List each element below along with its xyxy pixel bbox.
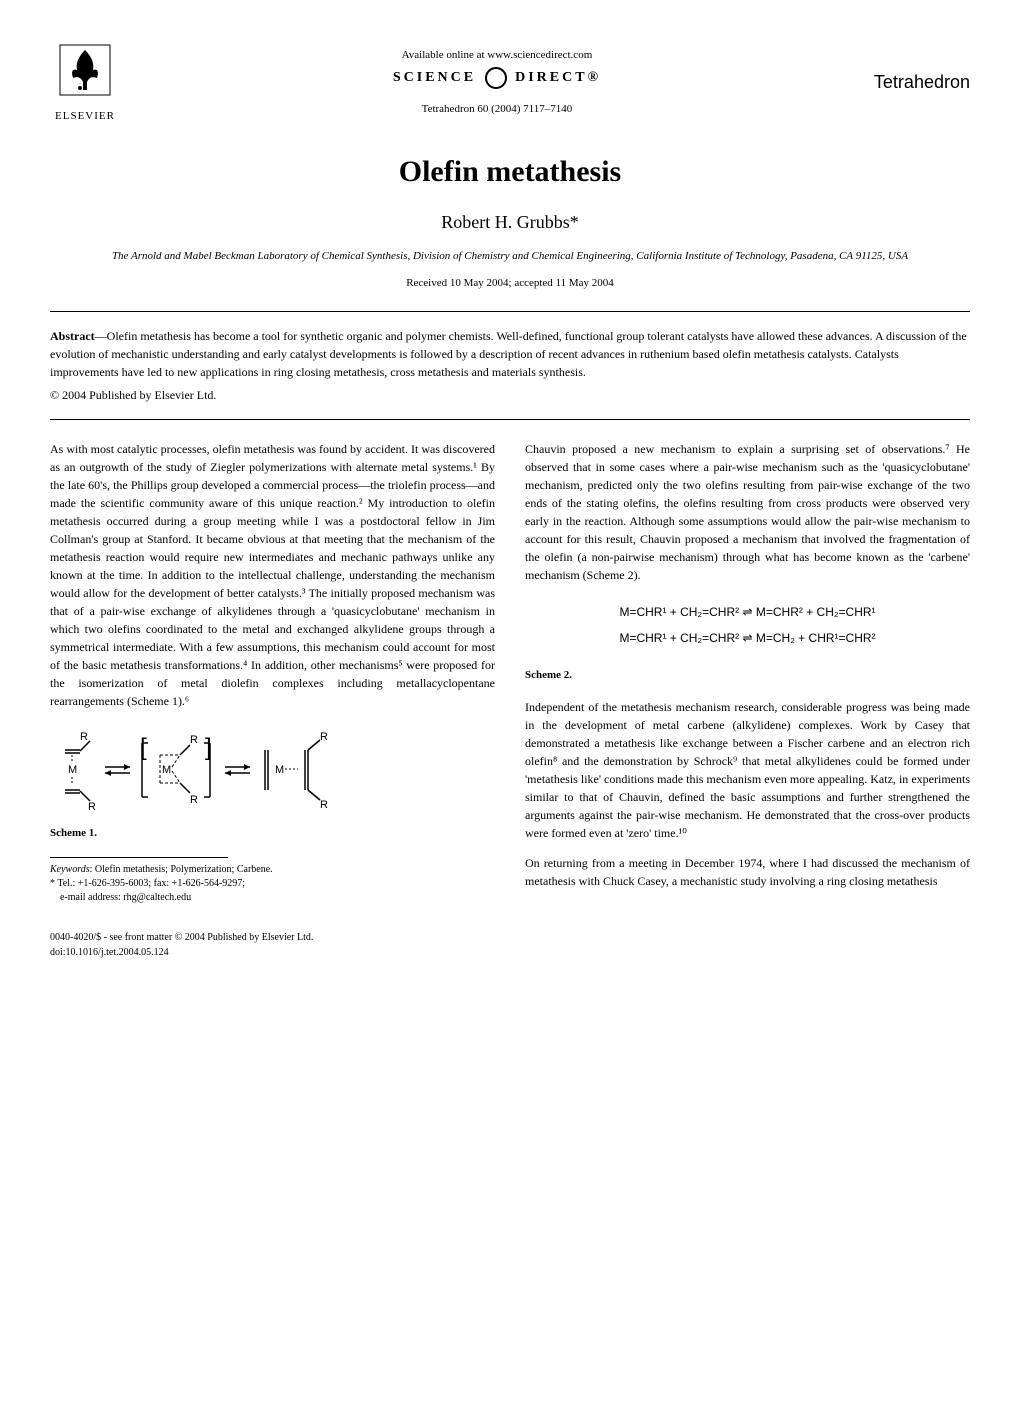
author-name: Robert H. Grubbs* — [50, 209, 970, 236]
abstract-text: —Olefin metathesis has become a tool for… — [50, 329, 967, 379]
doi-text: doi:10.1016/j.tet.2004.05.124 — [50, 945, 495, 960]
journal-name: Tetrahedron — [874, 69, 970, 96]
elsevier-logo: ELSEVIER — [50, 40, 120, 124]
keywords-label: Keywords — [50, 864, 90, 875]
doi-section: 0040-4020/$ - see front matter © 2004 Pu… — [50, 930, 495, 960]
header-row: ELSEVIER Available online at www.science… — [50, 40, 970, 124]
front-matter-line: 0040-4020/$ - see front matter © 2004 Pu… — [50, 930, 495, 945]
svg-text:M: M — [275, 764, 284, 776]
body-paragraph: Independent of the metathesis mechanism … — [525, 698, 970, 842]
header-center: Available online at www.sciencedirect.co… — [120, 47, 874, 117]
column-left: As with most catalytic processes, olefin… — [50, 440, 495, 960]
footnotes: Keywords: Olefin metathesis; Polymerizat… — [50, 863, 495, 905]
scheme-2-equations: M=CHR¹ + CH₂=CHR² ⇌ M=CHR² + CH₂=CHR¹ M=… — [525, 599, 970, 652]
svg-text:R: R — [190, 734, 198, 746]
scheme-1-figure: R M R [ ] — [50, 725, 495, 820]
body-paragraph: As with most catalytic processes, olefin… — [50, 440, 495, 710]
footnote-divider — [50, 857, 228, 858]
keywords-line: Keywords: Olefin metathesis; Polymerizat… — [50, 863, 495, 877]
two-column-body: As with most catalytic processes, olefin… — [50, 440, 970, 960]
column-right: Chauvin proposed a new mechanism to expl… — [525, 440, 970, 960]
svg-text:M: M — [68, 764, 77, 776]
available-online-text: Available online at www.sciencedirect.co… — [120, 47, 874, 64]
keywords-text: : Olefin metathesis; Polymerization; Car… — [90, 864, 273, 875]
compass-icon — [485, 67, 507, 89]
email-line: e-mail address: rhg@caltech.edu — [60, 891, 495, 905]
article-dates: Received 10 May 2004; accepted 11 May 20… — [50, 275, 970, 292]
svg-text:R: R — [88, 801, 96, 813]
svg-text:R: R — [320, 799, 328, 811]
journal-reference: Tetrahedron 60 (2004) 7117–7140 — [120, 101, 874, 118]
scheme-2-equation-2: M=CHR¹ + CH₂=CHR² ⇌ M=CH₂ + CHR¹=CHR² — [525, 625, 970, 651]
article-title: Olefin metathesis — [50, 149, 970, 194]
scheme-1-label: Scheme 1. — [50, 825, 495, 842]
svg-text:[: [ — [140, 734, 147, 761]
body-paragraph: Chauvin proposed a new mechanism to expl… — [525, 440, 970, 584]
science-direct-logo: SCIENCE DIRECT® — [120, 67, 874, 89]
abstract-section: Abstract—Olefin metathesis has become a … — [50, 327, 970, 404]
body-paragraph: On returning from a meeting in December … — [525, 854, 970, 890]
scheme-2-label: Scheme 2. — [525, 667, 970, 684]
svg-text:R: R — [190, 794, 198, 806]
divider — [50, 311, 970, 312]
affiliation: The Arnold and Mabel Beckman Laboratory … — [50, 248, 970, 265]
scheme-2-equation-1: M=CHR¹ + CH₂=CHR² ⇌ M=CHR² + CH₂=CHR¹ — [525, 599, 970, 625]
science-direct-post: DIRECT® — [515, 70, 601, 85]
scheme-1-diagram: R M R [ ] — [50, 725, 350, 815]
svg-text:R: R — [320, 731, 328, 743]
divider — [50, 419, 970, 420]
publisher-name: ELSEVIER — [50, 108, 120, 125]
svg-text:R: R — [80, 731, 88, 743]
svg-text:M: M — [162, 764, 171, 776]
science-direct-pre: SCIENCE — [393, 70, 476, 85]
telephone-line: * Tel.: +1-626-395-6003; fax: +1-626-564… — [50, 877, 495, 891]
abstract-label: Abstract — [50, 329, 95, 343]
elsevier-tree-icon — [55, 40, 115, 100]
copyright-line: © 2004 Published by Elsevier Ltd. — [50, 386, 970, 404]
